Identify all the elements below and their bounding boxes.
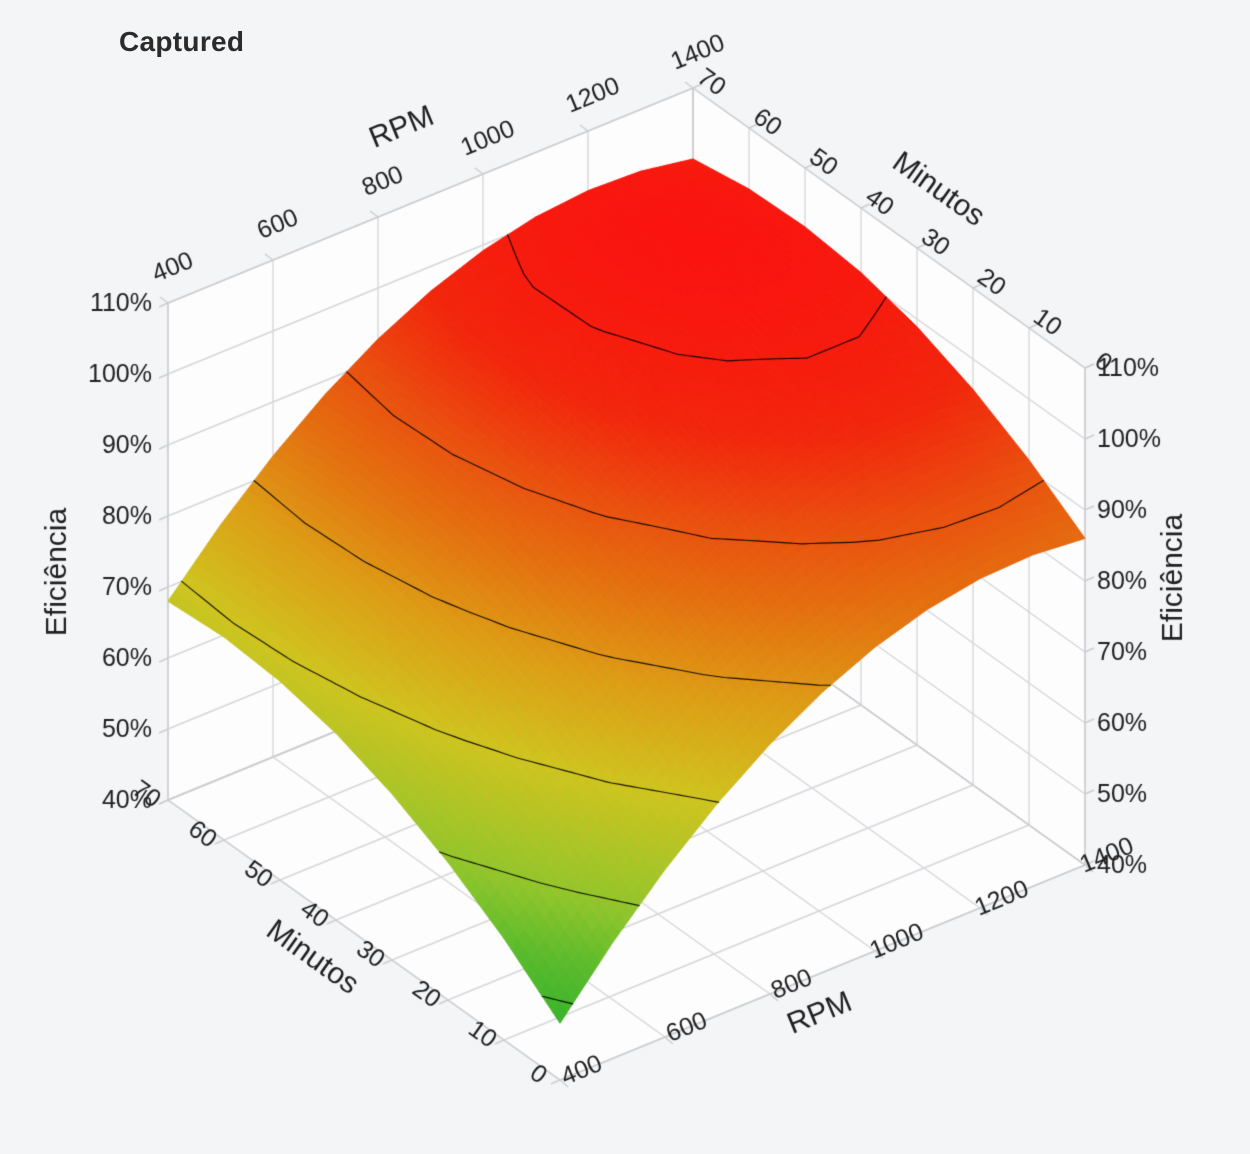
chart-title: Captured [119,26,245,57]
